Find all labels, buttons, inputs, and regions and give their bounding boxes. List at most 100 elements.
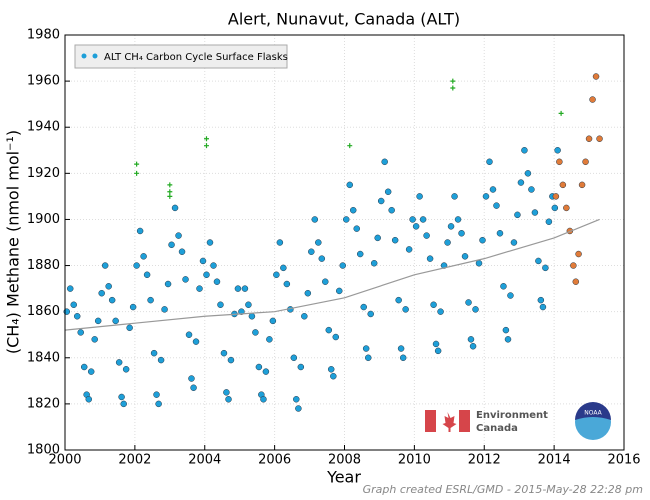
legend-label: ALT CH₄ Carbon Cycle Surface Flasks (104, 52, 288, 63)
data-point (315, 239, 322, 246)
data-point (66, 285, 74, 292)
data-point (190, 384, 197, 391)
data-point (493, 202, 500, 209)
data-point (451, 193, 458, 200)
data-point (437, 308, 444, 315)
data-point (227, 356, 235, 364)
data-point (290, 354, 298, 362)
data-point (356, 250, 364, 258)
data-point (575, 250, 582, 258)
data-point (545, 218, 553, 225)
data-point (171, 204, 179, 212)
data-point (85, 396, 93, 403)
data-point (447, 223, 455, 230)
data-point (578, 181, 586, 189)
data-point (377, 197, 385, 205)
data-point (185, 331, 193, 338)
data-point (213, 278, 221, 285)
data-point (531, 209, 539, 216)
data-point (150, 349, 158, 357)
x-tick-label: 2000 (48, 453, 81, 468)
data-point (486, 158, 493, 166)
data-point (500, 283, 507, 290)
data-point (175, 232, 182, 239)
y-axis-label: (CH₄) Methane (nmol mol⁻¹) (4, 130, 23, 354)
data-point (241, 285, 249, 292)
data-point (332, 333, 340, 341)
y-tick-label: 1860 (27, 304, 60, 319)
data-point (70, 301, 77, 308)
data-point (234, 285, 242, 292)
data-point (542, 264, 549, 272)
data-point (98, 289, 105, 297)
data-point (126, 324, 133, 332)
data-point (502, 326, 510, 334)
data-point (105, 283, 112, 290)
data-point (391, 236, 399, 244)
x-tick-label: 2016 (607, 453, 640, 468)
data-point (528, 186, 535, 193)
data-point (293, 396, 300, 403)
data-point (360, 303, 367, 311)
x-tick-label: 2008 (328, 453, 361, 468)
data-point (374, 234, 381, 242)
data-point (192, 338, 200, 345)
data-point (262, 368, 270, 375)
flagged-point (167, 189, 173, 195)
data-point (327, 366, 335, 373)
data-point (133, 262, 140, 269)
data-point (496, 230, 504, 237)
logo-noaa: NOAA (575, 402, 611, 440)
data-point (276, 239, 284, 246)
data-point (94, 317, 102, 325)
data-point (409, 216, 416, 223)
flagged-point (558, 110, 564, 116)
data-point (301, 313, 308, 320)
logo-text: NOAA (584, 410, 602, 417)
y-tick-label: 1800 (27, 443, 60, 458)
legend: ALT CH₄ Carbon Cycle Surface Flasks (74, 44, 288, 69)
data-point (454, 216, 462, 223)
data-point (465, 299, 472, 306)
data-point (245, 301, 252, 308)
flagged-point (203, 143, 209, 149)
data-point (199, 257, 207, 265)
data-point (384, 188, 392, 196)
data-point (426, 255, 434, 262)
data-point (339, 262, 347, 269)
flagged-point (167, 182, 173, 188)
x-axis-label: Year (326, 468, 361, 487)
y-tick-label: 1920 (27, 166, 60, 181)
data-point (196, 285, 203, 292)
data-point (143, 271, 151, 279)
data-point (367, 310, 374, 318)
data-point (304, 289, 312, 297)
flagged-point (347, 143, 353, 149)
y-tick-label: 1880 (27, 258, 60, 273)
data-point (537, 296, 545, 304)
data-point (297, 363, 305, 371)
data-point (342, 216, 350, 223)
data-point (419, 216, 427, 223)
data-point (273, 271, 280, 279)
flagged-point (203, 136, 209, 142)
data-point (434, 347, 442, 355)
plot-frame (64, 34, 625, 451)
data-point (592, 73, 600, 80)
data-point (346, 181, 353, 189)
data-point (252, 329, 259, 336)
noaa-top (575, 402, 611, 420)
data-point (365, 354, 372, 362)
data-point (416, 193, 423, 200)
data-point (203, 271, 210, 279)
data-point (217, 301, 224, 308)
data-point (349, 206, 357, 214)
data-point (155, 400, 162, 408)
y-tick-label: 1900 (27, 212, 60, 227)
data-point (482, 193, 490, 200)
data-point (168, 241, 175, 249)
data-point (255, 363, 263, 371)
data-point (112, 317, 119, 325)
data-point (248, 313, 256, 320)
data-point (308, 248, 315, 255)
